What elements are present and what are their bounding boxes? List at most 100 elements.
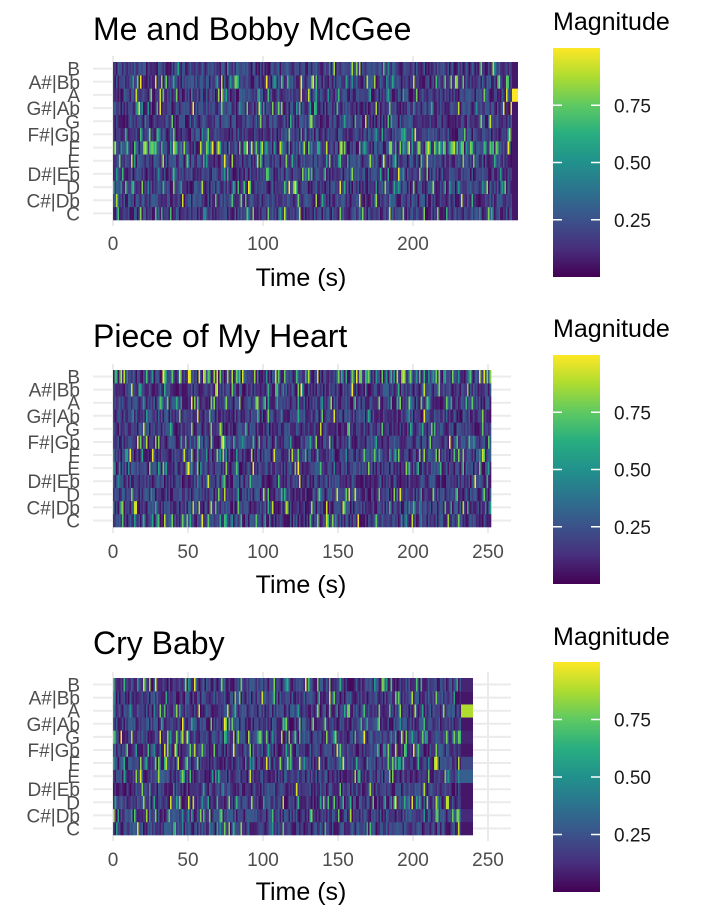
heatmap-cell bbox=[197, 114, 199, 129]
heatmap-cell bbox=[158, 141, 160, 155]
heatmap-cell bbox=[351, 62, 354, 76]
heatmap-cell bbox=[383, 487, 385, 502]
heatmap-cell bbox=[221, 114, 223, 129]
heatmap-cell bbox=[288, 513, 291, 528]
heatmap-cell bbox=[318, 127, 321, 142]
heatmap-cell bbox=[162, 141, 165, 155]
heatmap-cell bbox=[390, 114, 393, 129]
heatmap-cell bbox=[170, 154, 172, 168]
heatmap-cell bbox=[236, 88, 238, 102]
heatmap-cell bbox=[425, 127, 427, 142]
heatmap-cell bbox=[309, 206, 312, 221]
heatmap-cell bbox=[116, 114, 118, 129]
heatmap-cell bbox=[326, 193, 328, 208]
heatmap-cell bbox=[222, 193, 225, 208]
heatmap-cell bbox=[315, 114, 318, 129]
heatmap-cell bbox=[432, 193, 435, 208]
heatmap-cell bbox=[264, 127, 267, 142]
heatmap-cell bbox=[398, 101, 400, 115]
heatmap-cell bbox=[426, 474, 429, 489]
heatmap-cell bbox=[177, 500, 180, 515]
heatmap-cell bbox=[332, 154, 334, 168]
heatmap-cell bbox=[422, 513, 424, 528]
heatmap-cell bbox=[168, 75, 171, 89]
heatmap-cell bbox=[272, 101, 274, 115]
heatmap-cell bbox=[287, 180, 289, 194]
heatmap-cell bbox=[242, 114, 244, 129]
heatmap-cell bbox=[150, 513, 153, 528]
heatmap-cell bbox=[198, 513, 201, 528]
heatmap-cell bbox=[396, 206, 399, 221]
heatmap-cell bbox=[497, 101, 499, 115]
heatmap-cell bbox=[116, 487, 118, 502]
heatmap-cell bbox=[182, 167, 184, 181]
heatmap-cell bbox=[209, 114, 211, 129]
heatmap-cell bbox=[386, 435, 388, 449]
heatmap-cells bbox=[113, 370, 492, 528]
heatmap-cell bbox=[261, 101, 264, 115]
heatmap-cell bbox=[272, 193, 274, 208]
heatmap-cell bbox=[407, 487, 409, 502]
heatmap-cell bbox=[171, 180, 174, 194]
heatmap-cell bbox=[386, 75, 388, 89]
heatmap-cell bbox=[258, 101, 261, 115]
heatmap-cell bbox=[483, 167, 486, 181]
heatmap-cell bbox=[366, 114, 369, 129]
heatmap-cell bbox=[239, 487, 241, 502]
heatmap-cell bbox=[194, 513, 196, 528]
heatmap-cell bbox=[180, 206, 183, 221]
heatmap-cell bbox=[363, 461, 366, 475]
heatmap-cell bbox=[315, 513, 318, 528]
heatmap-cell bbox=[219, 101, 222, 115]
heatmap-cell bbox=[476, 101, 478, 115]
heatmap-cell bbox=[483, 75, 486, 89]
heatmap-cell bbox=[174, 513, 177, 528]
heatmap-cell bbox=[401, 487, 403, 502]
heatmap-cell bbox=[132, 88, 135, 102]
heatmap-cell bbox=[174, 500, 177, 515]
heatmap-cell bbox=[327, 435, 330, 449]
heatmap-cell bbox=[179, 127, 181, 142]
heatmap-cell bbox=[495, 127, 498, 142]
heatmap-cell bbox=[246, 62, 249, 76]
heatmap-cell bbox=[260, 435, 262, 449]
heatmap-cell bbox=[380, 75, 382, 89]
heatmap-cell bbox=[384, 127, 387, 142]
heatmap-cell bbox=[404, 127, 406, 142]
heatmap-cell bbox=[242, 75, 244, 89]
heatmap-cell bbox=[204, 500, 207, 515]
heatmap-cell bbox=[198, 193, 201, 208]
heatmap-cell bbox=[233, 180, 235, 194]
heatmap-cell bbox=[150, 75, 153, 89]
heatmap-cell bbox=[216, 487, 219, 502]
heatmap-cell bbox=[474, 461, 477, 475]
heatmap-cell bbox=[441, 101, 444, 115]
heatmap-cell bbox=[240, 500, 243, 515]
heatmap-cell bbox=[425, 435, 427, 449]
heatmap-cell bbox=[254, 461, 256, 475]
heatmap-cell bbox=[300, 75, 303, 89]
heatmap-cell bbox=[341, 62, 343, 76]
heatmap-cell bbox=[510, 154, 513, 168]
heatmap-cell bbox=[201, 75, 204, 89]
heatmap-cell bbox=[150, 88, 153, 102]
heatmap-cell bbox=[165, 193, 168, 208]
heatmap-cell bbox=[362, 448, 364, 462]
heatmap-cell bbox=[464, 474, 466, 489]
heatmap-cell bbox=[371, 435, 373, 449]
heatmap-cell bbox=[339, 500, 342, 515]
heatmap-cell bbox=[260, 62, 262, 76]
heatmap-cell bbox=[227, 114, 229, 129]
heatmap-cell bbox=[294, 62, 297, 76]
heatmap-cell bbox=[447, 461, 450, 475]
heatmap-cell bbox=[239, 62, 241, 76]
heatmap-cell bbox=[251, 435, 253, 449]
heatmap-cell bbox=[357, 180, 360, 194]
heatmap-cell bbox=[422, 62, 424, 76]
heatmap-cell bbox=[129, 127, 132, 142]
heatmap-cell bbox=[347, 127, 349, 142]
heatmap-cell bbox=[377, 513, 379, 528]
heatmap-cell bbox=[473, 141, 475, 155]
heatmap-cell bbox=[149, 193, 151, 208]
x-axis-title: Time (s) bbox=[256, 571, 347, 599]
